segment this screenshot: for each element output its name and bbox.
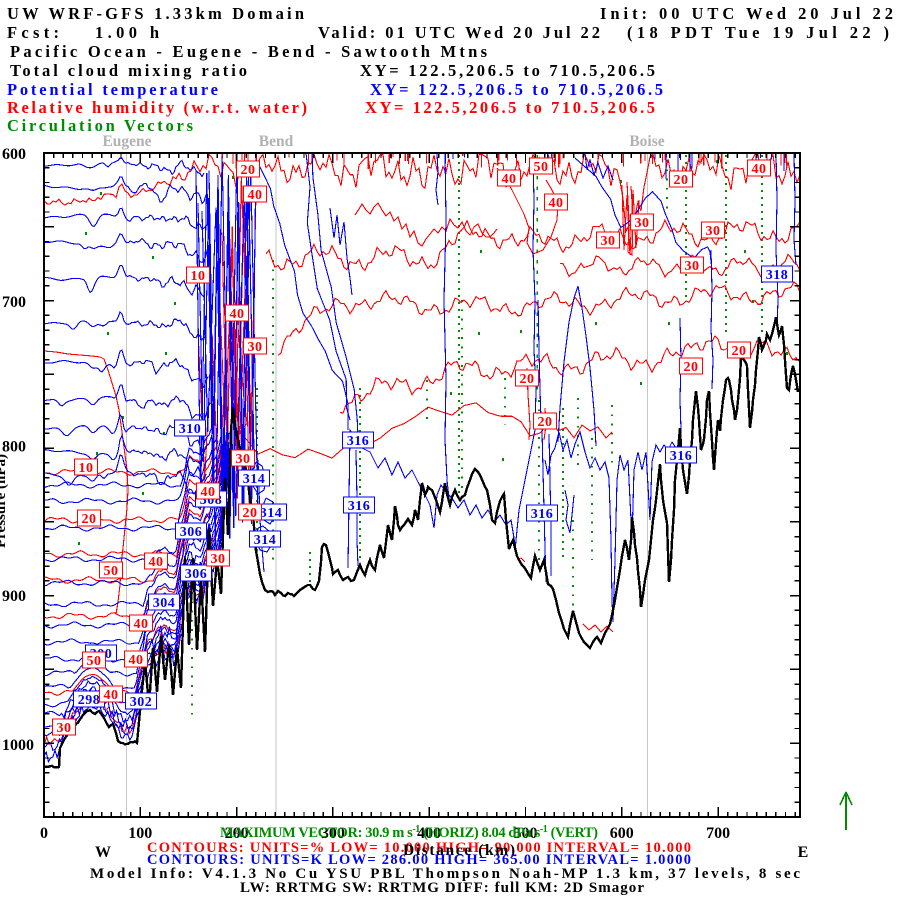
svg-text:20: 20 bbox=[732, 344, 747, 359]
svg-text:XY= 122.5,206.5 to 710.5,206.5: XY= 122.5,206.5 to 710.5,206.5 bbox=[360, 61, 655, 80]
svg-text:20: 20 bbox=[684, 360, 699, 375]
svg-text:20: 20 bbox=[538, 415, 553, 430]
svg-text:300: 300 bbox=[321, 825, 345, 842]
svg-text:XY= 122.5,206.5 to 710.5,206.5: XY= 122.5,206.5 to 710.5,206.5 bbox=[370, 80, 663, 99]
svg-text:10: 10 bbox=[79, 461, 94, 476]
svg-text:316: 316 bbox=[670, 449, 693, 464]
svg-text:50: 50 bbox=[104, 564, 119, 579]
svg-text:Relative humidity (w.r.t. wate: Relative humidity (w.r.t. water) bbox=[7, 98, 307, 117]
svg-text:314: 314 bbox=[243, 472, 266, 487]
svg-text:30: 30 bbox=[685, 259, 700, 274]
svg-text:20: 20 bbox=[520, 372, 535, 387]
svg-text:Boise: Boise bbox=[629, 133, 664, 150]
svg-text:E: E bbox=[798, 844, 809, 861]
svg-text:310: 310 bbox=[179, 422, 202, 437]
svg-text:600: 600 bbox=[610, 825, 634, 842]
svg-text:50: 50 bbox=[87, 654, 102, 669]
svg-text:298: 298 bbox=[78, 693, 101, 708]
svg-text:316: 316 bbox=[348, 499, 371, 514]
svg-text:302: 302 bbox=[130, 695, 153, 710]
svg-text:316: 316 bbox=[531, 507, 554, 522]
svg-text:30: 30 bbox=[57, 721, 72, 736]
svg-text:304: 304 bbox=[153, 596, 176, 611]
svg-text:CONTOURS: UNITS=K LOW= 286.: CONTOURS: UNITS=K LOW= 286.00 HIGH= 365.… bbox=[147, 852, 691, 868]
svg-text:20: 20 bbox=[241, 163, 256, 178]
svg-text:600: 600 bbox=[2, 146, 26, 163]
svg-text:314: 314 bbox=[260, 506, 283, 521]
svg-text:40: 40 bbox=[134, 617, 149, 632]
svg-text:Bend: Bend bbox=[259, 133, 294, 150]
svg-text:700: 700 bbox=[706, 825, 730, 842]
svg-text:10: 10 bbox=[191, 269, 206, 284]
svg-text:40: 40 bbox=[149, 555, 164, 570]
svg-text:316: 316 bbox=[347, 434, 370, 449]
svg-text:Circulation Vectors: Circulation Vectors bbox=[7, 116, 194, 135]
svg-text:900: 900 bbox=[2, 588, 26, 605]
svg-text:40: 40 bbox=[502, 172, 517, 187]
svg-text:50: 50 bbox=[534, 160, 549, 175]
svg-text:318: 318 bbox=[766, 268, 789, 283]
svg-text:800: 800 bbox=[2, 439, 26, 456]
svg-text:30: 30 bbox=[211, 552, 226, 567]
svg-text:20: 20 bbox=[674, 173, 689, 188]
svg-text:(18 PDT Tue 19 Jul 22 ): (18 PDT Tue 19 Jul 22 ) bbox=[627, 23, 889, 42]
svg-text:400: 400 bbox=[417, 825, 441, 842]
svg-text:40: 40 bbox=[752, 162, 767, 177]
svg-text:LW: RRTMG SW: RRTMG DIFF: f: LW: RRTMG SW: RRTMG DIFF: full KM: 2D Sm… bbox=[240, 880, 644, 896]
svg-text:XY= 122.5,206.5 to 710.5,206.5: XY= 122.5,206.5 to 710.5,206.5 bbox=[365, 98, 655, 117]
svg-text:40: 40 bbox=[248, 188, 263, 203]
svg-text:40: 40 bbox=[104, 688, 119, 703]
svg-text:W: W bbox=[95, 844, 111, 861]
svg-text:30: 30 bbox=[601, 234, 616, 249]
svg-text:CONTOURS: UNITS=% LOW= 10.0: CONTOURS: UNITS=% LOW= 10.000 HIGH= 90.0… bbox=[147, 840, 691, 856]
svg-text:20: 20 bbox=[243, 506, 258, 521]
svg-text:1000: 1000 bbox=[2, 737, 34, 754]
svg-text:0: 0 bbox=[40, 825, 48, 842]
svg-text:Valid: 01 UTC Wed 20 Jul 22: Valid: 01 UTC Wed 20 Jul 22 bbox=[318, 23, 600, 42]
svg-text:40: 40 bbox=[230, 307, 245, 322]
svg-text:30: 30 bbox=[706, 224, 721, 239]
svg-text:30: 30 bbox=[635, 216, 650, 231]
svg-text:100: 100 bbox=[128, 825, 152, 842]
svg-text:Total cloud mixing ratio: Total cloud mixing ratio bbox=[10, 61, 247, 80]
svg-text:700: 700 bbox=[2, 294, 26, 311]
svg-text:20: 20 bbox=[82, 512, 97, 527]
svg-text:40: 40 bbox=[129, 653, 144, 668]
svg-text:500: 500 bbox=[513, 825, 537, 842]
svg-text:Eugene: Eugene bbox=[102, 133, 151, 150]
svg-text:40: 40 bbox=[201, 485, 216, 500]
svg-text:30: 30 bbox=[236, 452, 251, 467]
svg-text:MAXIMUM VECTOR: 30.9 m s-1 (HO: MAXIMUM VECTOR: 30.9 m s-1 (HORIZ) 8.04 … bbox=[220, 824, 598, 841]
svg-text:Init: 00 UTC Wed 20 Jul 22: Init: 00 UTC Wed 20 Jul 22 bbox=[600, 4, 893, 23]
svg-text:Pressure (hPa): Pressure (hPa) bbox=[0, 454, 9, 548]
svg-text:Distance (km): Distance (km) bbox=[403, 842, 515, 859]
svg-text:UW WRF-GFS 1.33km Domain: UW WRF-GFS 1.33km Domain bbox=[7, 4, 304, 23]
svg-text:40: 40 bbox=[549, 196, 564, 211]
svg-text:200: 200 bbox=[225, 825, 249, 842]
svg-text:306: 306 bbox=[185, 567, 208, 582]
svg-text:30: 30 bbox=[248, 340, 263, 355]
svg-text:314: 314 bbox=[254, 533, 277, 548]
svg-text:306: 306 bbox=[180, 525, 203, 540]
